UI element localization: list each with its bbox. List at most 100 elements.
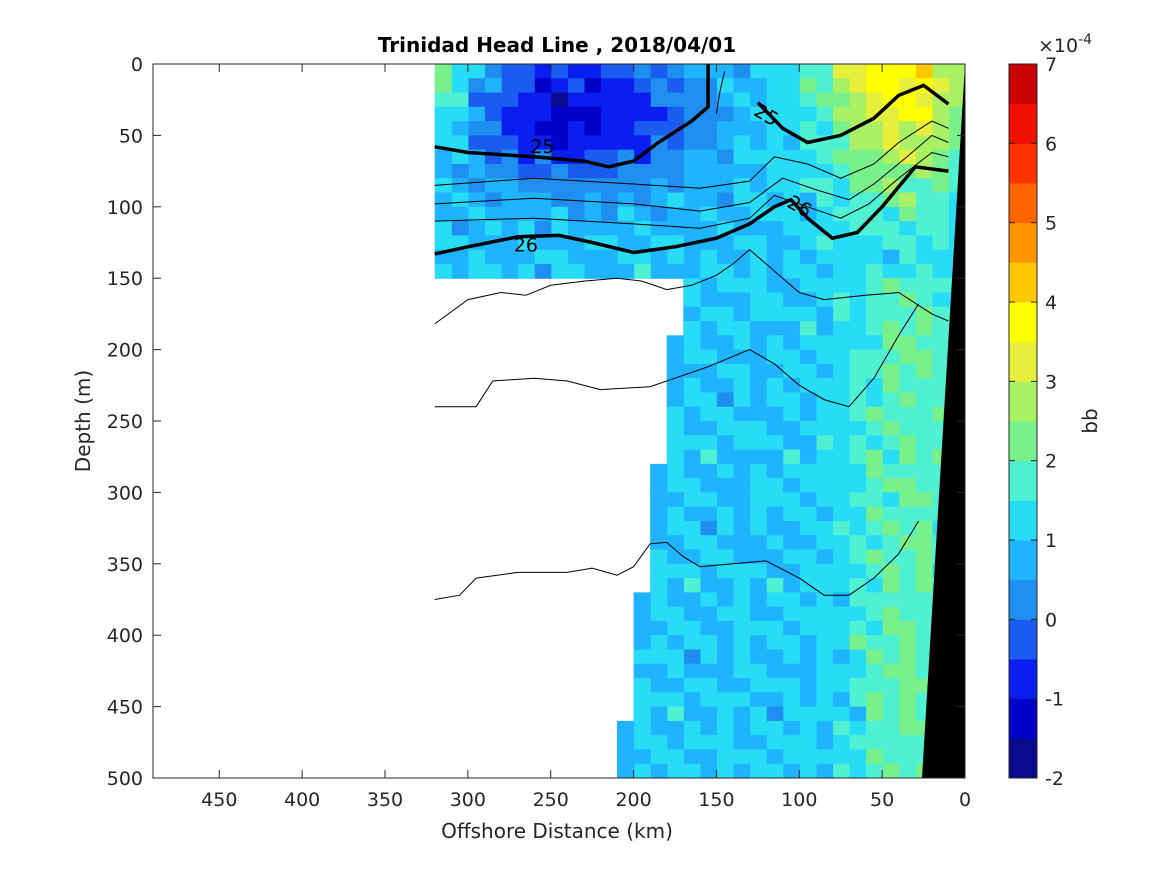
- field-cell: [766, 735, 784, 751]
- field-cell: [915, 192, 933, 208]
- field-cell: [699, 578, 718, 593]
- field-cell: [849, 421, 867, 436]
- field-cell: [699, 478, 718, 493]
- field-cell: [915, 263, 933, 279]
- field-cell: [733, 92, 751, 108]
- field-cell: [666, 449, 684, 465]
- field-cell: [666, 406, 684, 422]
- field-cell: [898, 306, 916, 322]
- field-cell: [683, 449, 701, 465]
- field-cell: [832, 221, 850, 236]
- field-cell: [898, 492, 916, 508]
- colorbar-swatch: [1009, 381, 1037, 422]
- field-cell: [451, 135, 469, 151]
- field-cell: [666, 149, 684, 165]
- field-cell: [898, 663, 916, 679]
- field-cell: [666, 720, 684, 736]
- contour-label: 25: [530, 136, 554, 158]
- field-cell: [898, 463, 916, 479]
- colorbar-tick-label: 2: [1045, 451, 1057, 473]
- field-cell: [733, 406, 751, 422]
- thin-contour-line: [434, 520, 920, 600]
- colorbar-swatch: [1009, 540, 1037, 581]
- field-cell: [567, 206, 585, 222]
- field-cell: [517, 64, 535, 79]
- field-cell: [815, 563, 834, 579]
- bathymetry: [922, 64, 965, 778]
- field-cell: [832, 263, 850, 279]
- field-cell: [683, 606, 701, 622]
- field-cell: [832, 278, 850, 294]
- field-cell: [749, 763, 767, 778]
- field-cell: [782, 249, 800, 265]
- field-cell: [550, 78, 568, 94]
- field-cell: [683, 421, 701, 436]
- field-cell: [915, 278, 933, 294]
- field-cell: [898, 578, 916, 593]
- field-cell: [650, 678, 668, 693]
- field-cell: [849, 149, 867, 165]
- field-cell: [683, 620, 701, 636]
- field-cell: [683, 549, 701, 565]
- field-cell: [882, 706, 900, 722]
- field-cell: [782, 306, 800, 322]
- field-cell: [683, 335, 701, 351]
- field-cell: [766, 163, 784, 179]
- field-cell: [633, 620, 651, 636]
- field-cell: [583, 206, 602, 222]
- field-cell: [766, 763, 784, 778]
- field-cell: [749, 64, 767, 79]
- field-cell: [915, 121, 933, 136]
- field-cell: [534, 249, 552, 265]
- field-cell: [699, 135, 718, 151]
- colorbar-swatch: [1009, 579, 1037, 620]
- field-cell: [666, 106, 684, 122]
- field-cell: [749, 520, 767, 536]
- field-cell: [815, 735, 834, 751]
- field-cell: [650, 663, 668, 679]
- field-cell: [501, 64, 519, 79]
- field-cell: [915, 578, 933, 593]
- field-cell: [617, 263, 635, 279]
- field-cell: [865, 706, 883, 722]
- field-cell: [567, 192, 585, 208]
- field-cell: [650, 563, 668, 579]
- field-cell: [517, 92, 535, 108]
- field-cell: [699, 620, 718, 636]
- field-cell: [733, 335, 751, 351]
- field-cell: [749, 378, 767, 394]
- field-cell: [749, 706, 767, 722]
- field-cell: [716, 321, 734, 336]
- field-cell: [716, 449, 734, 465]
- field-cell: [716, 149, 734, 165]
- field-cell: [882, 749, 900, 765]
- field-cell: [832, 749, 850, 765]
- field-cell: [832, 463, 850, 479]
- field-cell: [633, 121, 651, 136]
- field-cell: [650, 78, 668, 94]
- field-cell: [683, 392, 701, 408]
- field-cell: [716, 206, 734, 222]
- field-cell: [898, 592, 916, 608]
- field-cell: [799, 506, 817, 522]
- field-cell: [799, 121, 817, 136]
- field-cell: [666, 535, 684, 551]
- field-cell: [882, 449, 900, 465]
- field-cell: [799, 221, 817, 236]
- field-cell: [766, 321, 784, 336]
- field-cell: [799, 78, 817, 94]
- field-cell: [815, 506, 834, 522]
- field-cell: [683, 249, 701, 265]
- field-cell: [583, 121, 602, 136]
- y-tick-label: 500: [107, 768, 143, 790]
- field-cell: [583, 221, 602, 236]
- field-cell: [617, 235, 635, 251]
- field-cell: [699, 606, 718, 622]
- field-cell: [699, 421, 718, 436]
- field-cell: [849, 549, 867, 565]
- field-cell: [815, 678, 834, 693]
- field-cell: [815, 478, 834, 493]
- field-cell: [451, 249, 469, 265]
- field-cell: [666, 678, 684, 693]
- field-cell: [666, 492, 684, 508]
